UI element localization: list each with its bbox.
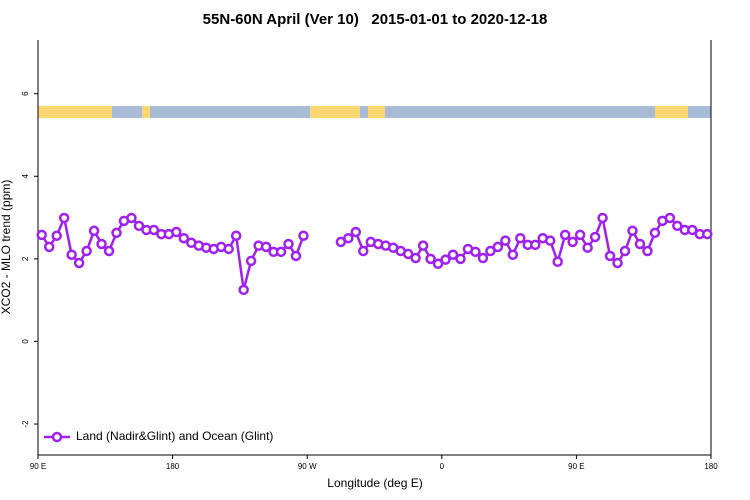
point	[672, 220, 683, 232]
point	[103, 245, 115, 257]
point	[634, 238, 646, 250]
y-tick-label: 6	[21, 91, 30, 96]
point	[500, 235, 511, 246]
point	[627, 225, 638, 237]
point	[477, 252, 489, 264]
point	[604, 250, 616, 262]
point	[81, 245, 92, 257]
point	[589, 231, 601, 243]
point	[88, 225, 100, 237]
point	[582, 242, 593, 253]
point	[687, 224, 698, 236]
point	[283, 238, 294, 250]
point	[507, 249, 519, 260]
point	[230, 230, 242, 241]
point	[432, 258, 444, 270]
point	[178, 232, 190, 244]
point	[492, 241, 504, 253]
point	[223, 243, 234, 255]
point	[410, 252, 421, 264]
legend-marker	[51, 431, 63, 443]
point	[51, 230, 62, 241]
y-tick-label: 4	[21, 173, 30, 178]
x-tick-label: 0	[440, 462, 445, 471]
point	[358, 245, 369, 257]
x-tick-label: 180	[166, 462, 180, 471]
point	[455, 253, 466, 265]
point	[298, 230, 309, 241]
point	[530, 239, 541, 251]
point	[544, 235, 556, 246]
y-tick-label: 2	[21, 256, 30, 261]
point	[515, 232, 526, 244]
point	[275, 246, 287, 258]
plot-frame	[37, 40, 712, 456]
point	[597, 212, 608, 224]
x-tick-label: 90 W	[298, 462, 317, 471]
point	[96, 238, 107, 250]
point	[702, 228, 713, 240]
y-axis-label: XCO2 - MLO trend (ppm)	[0, 180, 13, 315]
x-tick-label: 90 E	[30, 462, 46, 471]
map-strip	[38, 106, 711, 118]
point	[447, 249, 459, 260]
x-axis-label: Longitude (deg E)	[327, 476, 422, 490]
point	[245, 255, 257, 267]
point	[642, 245, 653, 257]
point	[470, 246, 481, 258]
y-tick-label: 0	[21, 339, 30, 344]
y-tick-label: -2	[21, 420, 30, 428]
point	[619, 245, 631, 257]
point	[574, 229, 586, 241]
point	[111, 227, 122, 239]
point	[58, 212, 70, 224]
point	[567, 236, 578, 248]
legend-label: Land (Nadir&Glint) and Ocean (Glint)	[76, 429, 273, 443]
point	[559, 229, 571, 241]
point	[36, 229, 47, 241]
point	[485, 245, 496, 257]
point	[73, 257, 85, 269]
point	[402, 248, 414, 260]
point	[290, 250, 302, 262]
point	[43, 241, 55, 253]
point	[649, 227, 661, 239]
point	[425, 253, 436, 265]
point	[238, 284, 249, 296]
point	[171, 226, 182, 238]
point	[260, 241, 272, 253]
point	[126, 212, 137, 224]
point	[417, 240, 429, 251]
point	[148, 224, 160, 236]
chart-title: 55N-60N April (Ver 10) 2015-01-01 to 202…	[203, 11, 548, 28]
point	[664, 212, 676, 224]
x-tick-label: 90 E	[568, 462, 584, 471]
point	[612, 257, 623, 269]
point	[440, 254, 451, 265]
point	[350, 226, 362, 238]
point	[66, 249, 77, 260]
point	[133, 220, 145, 232]
x-tick-label: 180	[704, 462, 718, 471]
point	[552, 256, 563, 267]
point	[343, 232, 354, 244]
